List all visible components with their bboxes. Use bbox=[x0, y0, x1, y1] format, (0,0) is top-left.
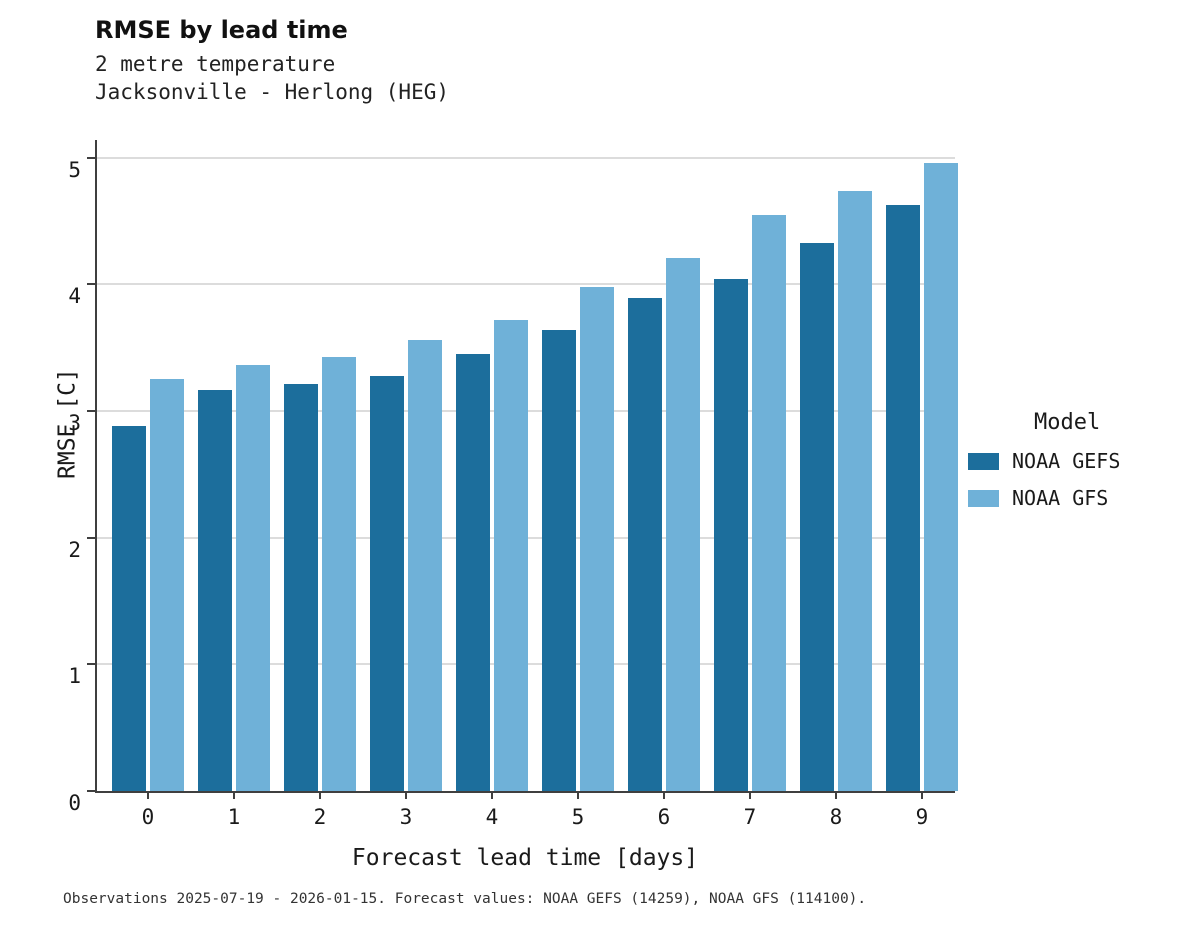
x-tick-mark-4 bbox=[491, 791, 493, 799]
bar-noaa-gefs-day-0 bbox=[112, 426, 146, 791]
x-tick-label-1: 1 bbox=[227, 805, 241, 829]
y-tick-label-1: 1 bbox=[68, 664, 81, 689]
bar-group-4 bbox=[449, 140, 535, 791]
x-tick-label-5: 5 bbox=[571, 805, 585, 829]
bar-group-2 bbox=[277, 140, 363, 791]
bar-noaa-gefs-day-1 bbox=[198, 389, 232, 791]
x-tick-label-2: 2 bbox=[313, 805, 327, 829]
y-tick-label-4: 4 bbox=[68, 284, 81, 309]
bar-noaa-gefs-day-8 bbox=[800, 242, 834, 791]
bar-group-1 bbox=[191, 140, 277, 791]
bar-noaa-gfs-day-1 bbox=[236, 365, 270, 791]
y-tick-mark-1 bbox=[87, 663, 95, 666]
legend-title: Model bbox=[1034, 410, 1101, 435]
x-tick-mark-0 bbox=[147, 791, 149, 799]
bar-noaa-gfs-day-3 bbox=[408, 340, 442, 791]
chart-subtitle-station: Jacksonville - Herlong (HEG) bbox=[95, 80, 450, 104]
bar-noaa-gfs-day-5 bbox=[580, 286, 614, 791]
bar-noaa-gfs-day-4 bbox=[494, 319, 528, 791]
x-tick-label-4: 4 bbox=[485, 805, 499, 829]
bar-group-7 bbox=[707, 140, 793, 791]
y-tick-label-0: 0 bbox=[68, 791, 81, 815]
x-tick-label-0: 0 bbox=[141, 805, 155, 829]
legend-swatch-gfs-icon bbox=[968, 489, 999, 507]
y-axis-label: RMSE [C] bbox=[54, 368, 81, 479]
bar-noaa-gefs-day-9 bbox=[886, 204, 920, 791]
x-tick-label-6: 6 bbox=[657, 805, 671, 829]
bar-group-3 bbox=[363, 140, 449, 791]
x-tick-label-8: 8 bbox=[829, 805, 843, 829]
bar-noaa-gfs-day-8 bbox=[838, 190, 872, 791]
bar-group-6 bbox=[621, 140, 707, 791]
y-tick-mark-4 bbox=[87, 283, 95, 286]
bar-noaa-gfs-day-9 bbox=[924, 162, 958, 791]
bar-noaa-gfs-day-7 bbox=[752, 214, 786, 791]
y-tick-label-2: 2 bbox=[68, 537, 81, 562]
y-tick-mark-0 bbox=[87, 790, 95, 792]
x-tick-mark-8 bbox=[835, 791, 837, 799]
chart-title: RMSE by lead time bbox=[95, 16, 348, 44]
y-tick-mark-2 bbox=[87, 536, 95, 539]
x-tick-mark-6 bbox=[663, 791, 665, 799]
bar-noaa-gfs-day-2 bbox=[322, 356, 356, 791]
x-tick-mark-9 bbox=[921, 791, 923, 799]
legend-entry-gefs: NOAA GEFS bbox=[968, 449, 1188, 473]
gridline-y-5 bbox=[97, 156, 955, 159]
bar-group-0 bbox=[105, 140, 191, 791]
legend: Model NOAA GEFS NOAA GFS bbox=[968, 410, 1188, 523]
gridline-y-4 bbox=[97, 283, 955, 286]
x-tick-label-7: 7 bbox=[743, 805, 757, 829]
plot-area: 0 1 2 3 4 5 0 1 2 3 4 5 6 7 8 9 bbox=[68, 140, 958, 829]
x-axis-label: Forecast lead time [days] bbox=[351, 845, 699, 871]
x-tick-mark-3 bbox=[405, 791, 407, 799]
x-tick-label-9: 9 bbox=[915, 805, 929, 829]
bar-group-5 bbox=[535, 140, 621, 791]
x-tick-label-3: 3 bbox=[399, 805, 413, 829]
bar-noaa-gefs-day-4 bbox=[456, 354, 490, 791]
chart-caption: Observations 2025-07-19 - 2026-01-15. Fo… bbox=[63, 891, 867, 907]
x-tick-mark-5 bbox=[577, 791, 579, 799]
legend-swatch-gefs-icon bbox=[968, 452, 999, 470]
bar-noaa-gfs-day-6 bbox=[666, 257, 700, 791]
chart-subtitle-variable: 2 metre temperature bbox=[95, 52, 336, 76]
x-tick-mark-1 bbox=[233, 791, 235, 799]
bar-noaa-gefs-day-6 bbox=[628, 298, 662, 791]
legend-label-gefs: NOAA GEFS bbox=[1012, 449, 1121, 473]
legend-entry-gfs: NOAA GFS bbox=[968, 486, 1188, 510]
y-tick-mark-5 bbox=[87, 156, 95, 159]
bar-noaa-gefs-day-7 bbox=[714, 279, 748, 791]
y-tick-mark-3 bbox=[87, 410, 95, 413]
bar-group-9 bbox=[879, 140, 965, 791]
x-tick-mark-2 bbox=[319, 791, 321, 799]
y-tick-label-5: 5 bbox=[68, 157, 81, 182]
bar-group-8 bbox=[793, 140, 879, 791]
bar-noaa-gfs-day-0 bbox=[150, 379, 184, 791]
bar-noaa-gefs-day-2 bbox=[284, 384, 318, 791]
y-tick-label-3: 3 bbox=[68, 411, 81, 436]
x-tick-mark-7 bbox=[749, 791, 751, 799]
legend-label-gfs: NOAA GFS bbox=[1012, 486, 1109, 510]
bar-noaa-gefs-day-3 bbox=[370, 375, 404, 791]
bar-noaa-gefs-day-5 bbox=[542, 329, 576, 791]
